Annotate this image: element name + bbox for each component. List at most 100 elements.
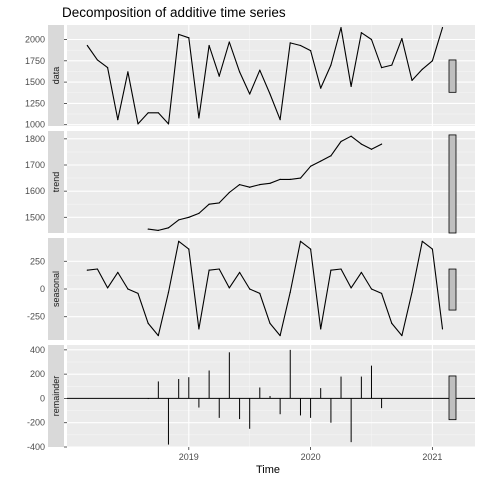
panel-name-label: remainder bbox=[51, 376, 61, 417]
data-point bbox=[228, 287, 230, 289]
y-tick-label: 1750 bbox=[25, 56, 45, 66]
data-point bbox=[421, 240, 423, 242]
data-point bbox=[309, 165, 312, 167]
data-point bbox=[360, 143, 362, 145]
data-point bbox=[309, 49, 312, 52]
y-tick-label: 1500 bbox=[25, 77, 45, 87]
data-point bbox=[421, 68, 423, 70]
y-tick-label: 400 bbox=[30, 345, 45, 355]
data-point bbox=[269, 182, 271, 184]
data-point bbox=[228, 41, 230, 43]
y-tick-label: 250 bbox=[30, 256, 45, 266]
data-point bbox=[370, 288, 373, 290]
data-point bbox=[147, 322, 149, 324]
panel-strip bbox=[48, 238, 64, 340]
panel-data: 1000 1250 1500 1750 2000 data bbox=[25, 25, 475, 130]
data-point bbox=[360, 32, 362, 34]
data-point bbox=[391, 64, 393, 66]
data-point bbox=[86, 269, 88, 271]
data-point bbox=[340, 268, 342, 270]
data-point bbox=[370, 38, 373, 41]
data-point bbox=[279, 119, 281, 121]
data-point bbox=[218, 202, 220, 204]
data-point bbox=[259, 69, 261, 71]
data-point bbox=[208, 269, 210, 271]
data-point bbox=[401, 334, 403, 337]
data-point bbox=[289, 291, 291, 293]
data-point bbox=[380, 67, 383, 69]
data-point bbox=[106, 287, 109, 289]
y-tick-label: -400 bbox=[27, 442, 45, 452]
data-point bbox=[269, 93, 271, 95]
x-axis-title: Time bbox=[256, 464, 280, 476]
panel-strip bbox=[48, 131, 64, 233]
y-tick-label: 0 bbox=[40, 393, 45, 403]
data-point bbox=[269, 322, 271, 324]
data-point bbox=[96, 268, 99, 270]
y-tick-label: 1500 bbox=[25, 212, 45, 222]
data-point bbox=[147, 112, 149, 114]
panel-trend: 1500 1600 1700 1800 trend bbox=[25, 131, 475, 234]
y-tick-label: 1000 bbox=[25, 120, 45, 130]
data-point bbox=[289, 42, 291, 44]
y-tick-label: 1700 bbox=[25, 160, 45, 170]
y-tick-label: 1800 bbox=[25, 134, 45, 144]
data-point bbox=[238, 71, 241, 73]
data-point bbox=[208, 44, 210, 47]
data-point bbox=[320, 87, 322, 89]
data-point bbox=[218, 75, 220, 77]
series-line-trend bbox=[148, 135, 382, 231]
data-point bbox=[188, 216, 190, 218]
data-point bbox=[127, 71, 129, 73]
y-tick-label: -200 bbox=[27, 418, 45, 428]
panel-seasonal: -250 0 250 seasonal bbox=[27, 238, 475, 340]
data-point bbox=[441, 26, 444, 29]
data-point bbox=[117, 271, 119, 273]
x-tick-label: 2019 bbox=[179, 452, 199, 462]
data-point bbox=[96, 59, 99, 61]
data-point bbox=[86, 44, 88, 47]
data-point bbox=[360, 271, 362, 273]
data-point bbox=[178, 33, 180, 35]
data-point bbox=[401, 38, 403, 40]
data-point bbox=[106, 67, 109, 69]
data-point bbox=[350, 135, 352, 137]
data-point bbox=[259, 292, 261, 295]
x-axis: 2019 2020 2021 bbox=[179, 447, 442, 462]
data-point bbox=[431, 248, 433, 250]
data-point bbox=[208, 203, 210, 205]
panel-strip bbox=[48, 25, 64, 126]
data-point bbox=[441, 328, 444, 330]
range-bar bbox=[448, 268, 457, 311]
data-point bbox=[370, 148, 373, 150]
data-point bbox=[218, 268, 220, 270]
data-point bbox=[289, 178, 291, 180]
y-tick-label: 0 bbox=[40, 284, 45, 294]
data-point bbox=[431, 60, 433, 62]
data-point bbox=[340, 140, 342, 143]
data-point bbox=[178, 219, 180, 221]
data-point bbox=[330, 155, 332, 157]
data-point bbox=[198, 328, 200, 330]
series-line-data bbox=[86, 27, 444, 125]
range-bar bbox=[448, 375, 457, 421]
range-bar bbox=[448, 59, 457, 93]
panel-remainder: -400 -200 0 200 400 remainder bbox=[27, 345, 475, 452]
panel-name-label: data bbox=[51, 67, 61, 85]
data-point bbox=[340, 26, 342, 29]
data-point bbox=[411, 291, 413, 293]
data-point bbox=[188, 37, 190, 39]
data-point bbox=[137, 123, 139, 125]
panel-strip bbox=[48, 345, 64, 447]
panel-background bbox=[67, 345, 475, 447]
panels-layer: 10001250150017502000data1500160017001800… bbox=[25, 25, 475, 452]
data-point bbox=[350, 85, 352, 87]
data-point bbox=[198, 117, 200, 119]
range-bar bbox=[448, 134, 457, 234]
data-point bbox=[330, 269, 332, 271]
data-point bbox=[411, 79, 413, 82]
y-tick-label: 1600 bbox=[25, 186, 45, 196]
y-tick-label: -250 bbox=[27, 312, 45, 322]
data-point bbox=[198, 212, 200, 214]
